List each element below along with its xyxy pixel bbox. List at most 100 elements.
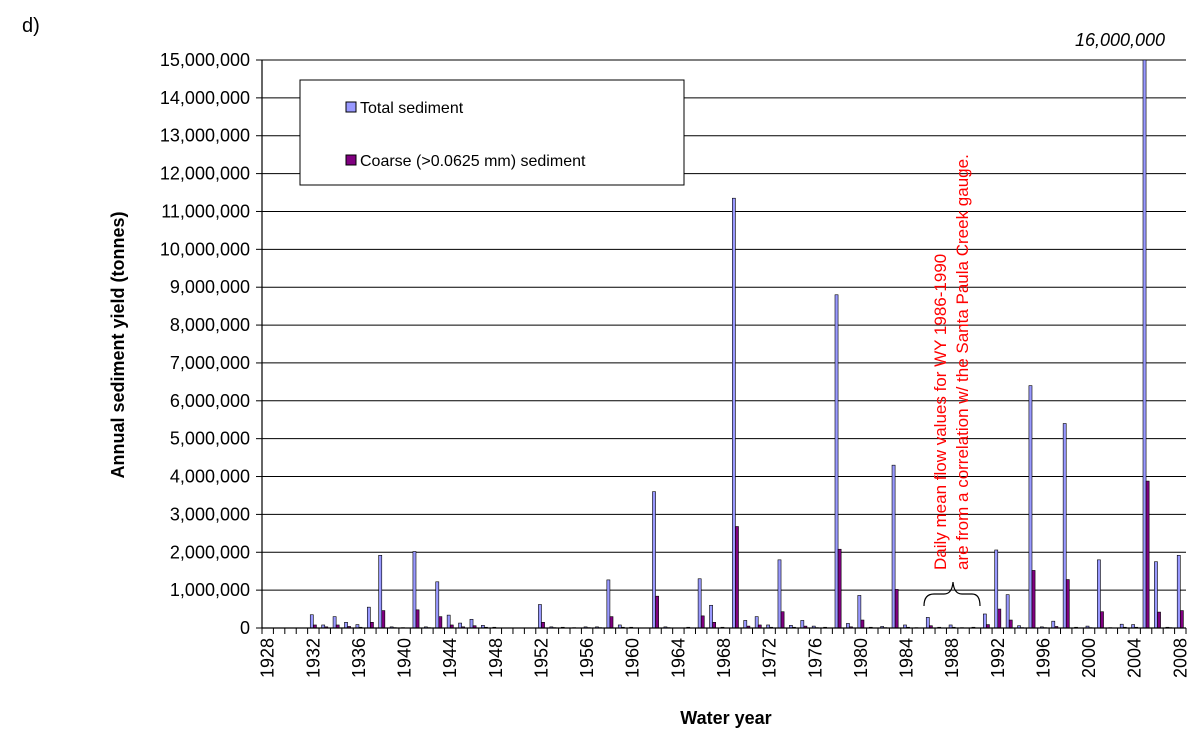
bar-coarse: [997, 608, 1002, 629]
bar-coarse: [1145, 480, 1150, 629]
annotation-line-2: are from a correlation w/ the Santa Paul…: [953, 154, 972, 570]
bar-coarse: [735, 526, 739, 629]
bar-total: [732, 197, 736, 629]
bar-coarse: [860, 619, 865, 629]
legend-label-total: Total sediment: [360, 100, 464, 117]
y-tick-label: 8,000,000: [170, 315, 250, 335]
coarse-sediment-bars: [313, 480, 1184, 629]
bar-coarse: [894, 589, 899, 629]
bar-total: [446, 614, 451, 629]
bar-coarse: [1008, 619, 1013, 629]
bar-coarse: [1031, 570, 1036, 629]
bar-coarse: [370, 622, 374, 629]
y-tick-label: 2,000,000: [170, 542, 250, 562]
bar-total: [777, 559, 782, 629]
bar-total: [458, 622, 462, 629]
x-tick-label: 1996: [1033, 638, 1053, 678]
bar-total: [982, 613, 987, 629]
bar-total: [800, 620, 805, 629]
bar-total: [1051, 620, 1056, 629]
bar-total: [857, 595, 862, 629]
y-tick-label: 4,000,000: [170, 467, 250, 487]
legend-swatch-coarse: [345, 154, 357, 166]
bar-total: [994, 549, 999, 629]
y-tick-label: 12,000,000: [160, 164, 250, 184]
y-tick-label: 15,000,000: [160, 50, 250, 70]
bar-coarse: [609, 616, 614, 629]
y-tick-label: 1,000,000: [170, 580, 250, 600]
annotation-note: Daily mean flow values for WY 1986-1990 …: [931, 154, 972, 570]
bar-total: [709, 604, 713, 629]
bar-total: [1142, 59, 1147, 629]
x-tick-label: 1976: [805, 638, 825, 678]
x-tick-label: 1980: [851, 638, 871, 678]
y-tick-label: 9,000,000: [170, 277, 250, 297]
bar-total: [412, 551, 417, 629]
bar-coarse: [1100, 611, 1104, 629]
x-tick-label: 1960: [623, 638, 643, 678]
x-axis-title: Water year: [680, 708, 771, 728]
x-tick-label: 1940: [395, 638, 415, 678]
y-tick-label: 10,000,000: [160, 239, 250, 259]
annotation-brace: [923, 581, 981, 607]
x-tick-label: 1968: [714, 638, 734, 678]
bar-total: [366, 606, 371, 629]
x-tick-label: 1952: [531, 638, 551, 678]
bar-total: [435, 581, 440, 629]
panel-label: d): [22, 15, 40, 37]
bar-coarse: [655, 595, 659, 629]
bar-total: [344, 622, 348, 629]
total-sediment-bars: [309, 59, 1181, 629]
bar-total: [606, 579, 611, 629]
bar-coarse: [1157, 611, 1161, 629]
legend-label-coarse: Coarse (>0.0625 mm) sediment: [360, 153, 586, 170]
bar-total: [652, 491, 656, 629]
x-tick-label: 1944: [440, 638, 460, 678]
y-tick-label: 11,000,000: [161, 201, 250, 221]
legend-box: [299, 79, 685, 186]
x-tick-label: 1972: [760, 638, 780, 678]
bar-total: [1028, 385, 1033, 629]
bar-total: [754, 616, 759, 629]
bar-coarse: [780, 611, 785, 629]
bar-total: [538, 604, 542, 629]
bar-total: [332, 616, 337, 629]
bar-coarse: [1065, 579, 1070, 629]
bar-coarse: [837, 548, 842, 629]
bar-total: [925, 617, 930, 629]
bar-total: [846, 623, 850, 629]
x-tick-label: 1964: [668, 638, 688, 678]
y-tick-label: 3,000,000: [170, 504, 250, 524]
bar-total: [697, 578, 702, 629]
y-tick-label: 0: [240, 618, 250, 638]
bar-total: [1097, 559, 1101, 629]
bar-coarse: [415, 609, 420, 629]
y-tick-labels: 0 1,000,000 2,000,000 3,000,000 4,000,000 5,0…: [160, 50, 250, 638]
x-tick-label: 1928: [258, 638, 278, 678]
x-tick-label: 2000: [1079, 638, 1099, 678]
bar-total: [469, 618, 474, 629]
y-tick-label: 7,000,000: [170, 353, 250, 373]
legend: Total sediment Coarse (>0.0625 mm) sedim…: [299, 79, 685, 186]
bar-coarse: [541, 622, 545, 629]
annotation-line-1: Daily mean flow values for WY 1986-1990: [931, 254, 950, 570]
bar-total: [309, 614, 314, 629]
x-tick-label: 1956: [577, 638, 597, 678]
bar-total: [1062, 423, 1067, 629]
bar-total: [1176, 554, 1181, 629]
y-axis-title: Annual sediment yield (tonnes): [108, 211, 128, 478]
bar-total: [1005, 594, 1010, 629]
y-tick-label: 5,000,000: [170, 429, 250, 449]
bar-coarse: [381, 610, 386, 629]
y-tick-label: 14,000,000: [160, 88, 250, 108]
bar-coarse: [700, 615, 705, 629]
axes: [261, 60, 1187, 634]
bar-coarse: [1179, 610, 1184, 629]
x-tick-label: 1948: [486, 638, 506, 678]
x-tick-label: 1936: [349, 638, 369, 678]
bar-total: [834, 294, 839, 629]
bar-coarse: [438, 616, 443, 629]
x-tick-label: 2004: [1125, 638, 1145, 678]
x-tick-label: 1992: [988, 638, 1008, 678]
